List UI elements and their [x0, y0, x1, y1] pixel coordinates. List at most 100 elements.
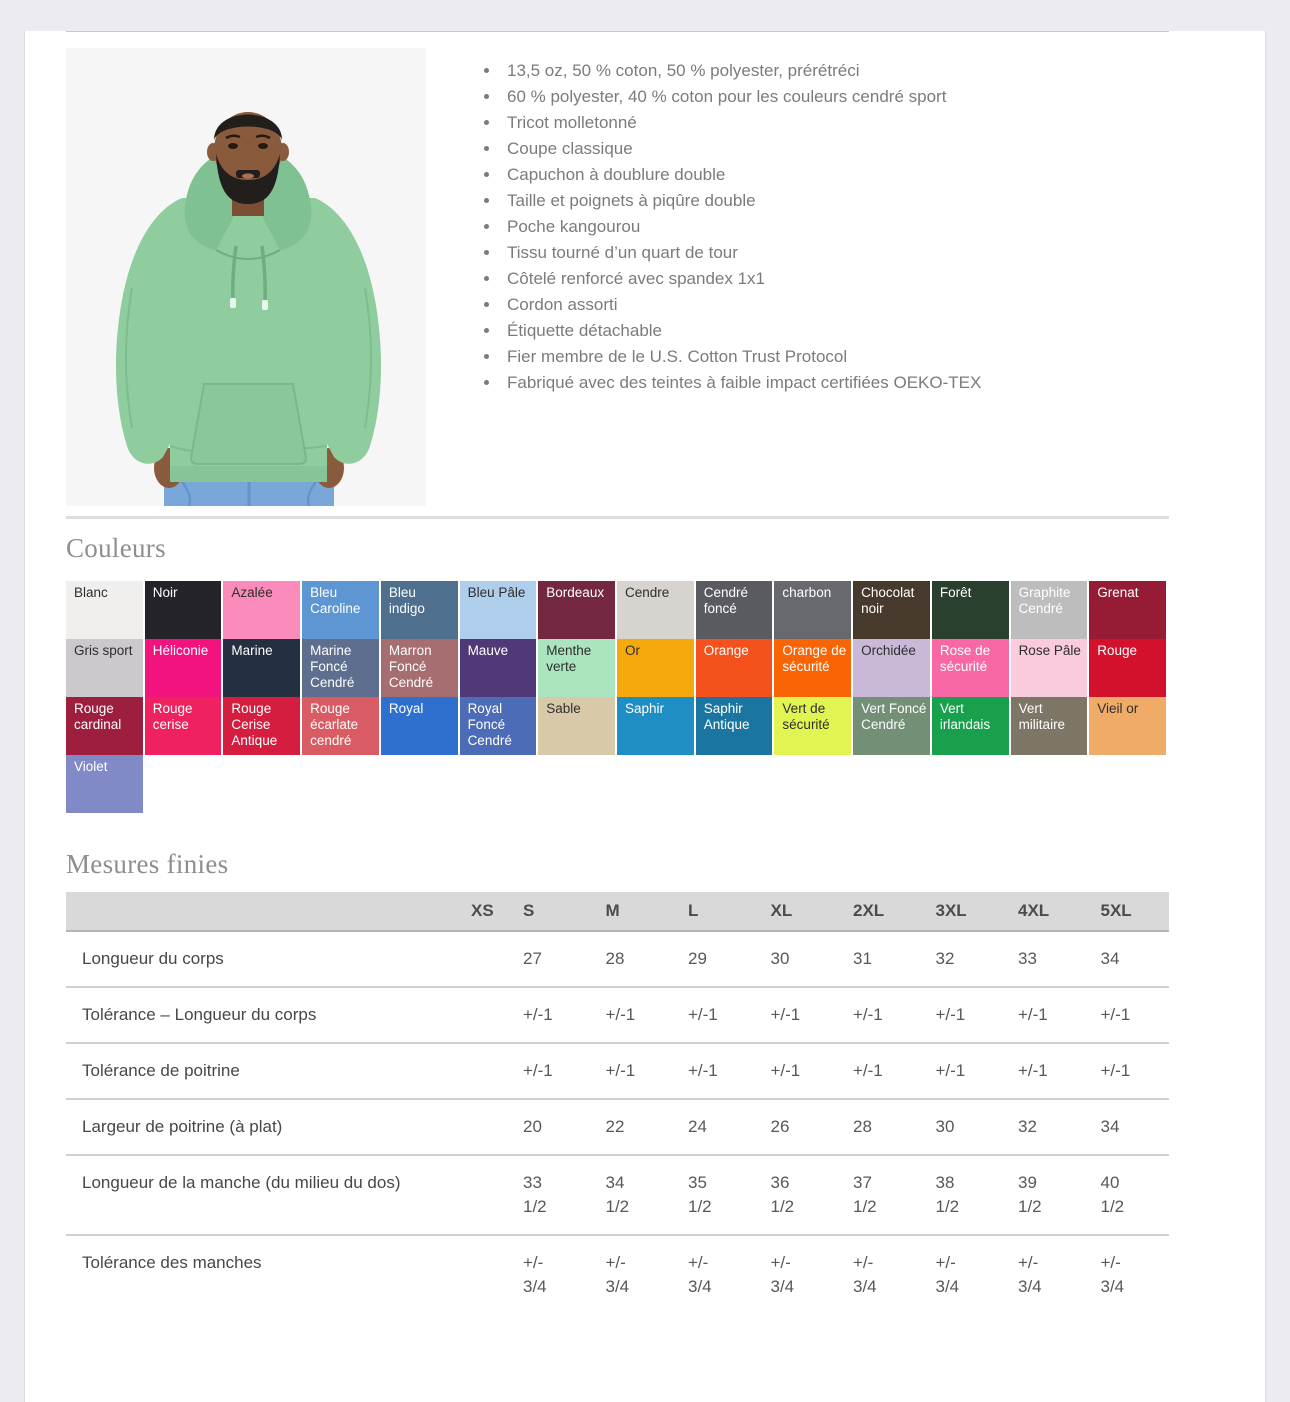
table-row: Tolérance des manches +/- 3/4 +/- 3/4 +/- 3…	[66, 1236, 1169, 1314]
color-swatch-grid: Blanc Noir Azalée Bleu Caroline Bleu indigo B…	[66, 581, 1166, 813]
size-header: 3XL	[935, 901, 967, 920]
measure-cell: +/-1	[523, 1061, 553, 1080]
color-swatch: Menthe verte	[538, 639, 615, 697]
measure-cell: +/- 3/4	[688, 1253, 712, 1296]
size-header: L	[688, 901, 699, 920]
measure-cell: 28	[853, 1117, 872, 1136]
measure-cell: +/- 3/4	[1018, 1253, 1042, 1296]
measure-cell: 31	[853, 949, 872, 968]
measure-cell: 33	[1018, 949, 1037, 968]
hoodie-illustration	[115, 198, 382, 482]
row-label: Longueur de la manche (du milieu du dos)	[82, 1173, 401, 1192]
feature-list: 13,5 oz, 50 % coton, 50 % polyester, pré…	[480, 58, 981, 506]
measure-cell: 33 1/2	[523, 1173, 547, 1216]
measure-cell: 37 1/2	[853, 1173, 877, 1216]
color-swatch: Chocolat noir	[853, 581, 930, 639]
measure-cell: 34 1/2	[605, 1173, 630, 1216]
color-swatch: Rouge écarlate cendré	[302, 697, 379, 755]
measures-heading: Mesures finies	[66, 849, 229, 879]
measure-cell: 22	[605, 1117, 625, 1136]
product-overview-section: 13,5 oz, 50 % coton, 50 % polyester, pré…	[66, 48, 1265, 506]
color-swatch: Mauve	[459, 639, 537, 697]
measure-cell: 34	[1100, 1117, 1120, 1136]
color-swatch: Rouge cerise	[144, 697, 222, 755]
color-swatch: Rouge cardinal	[66, 697, 143, 755]
color-swatch: Saphir Antique	[695, 697, 773, 755]
measure-cell: +/-1	[1100, 1005, 1131, 1024]
color-swatch: Orchidée	[853, 639, 930, 697]
table-row: Largeur de poitrine (à plat) 20 22 24 26 28 30…	[66, 1100, 1169, 1156]
color-swatch: Cendre	[617, 581, 694, 639]
feature-item: Poche kangourou	[501, 214, 981, 240]
measure-cell: +/- 3/4	[1100, 1253, 1125, 1296]
table-row: Longueur de la manche (du milieu du dos)…	[66, 1156, 1169, 1236]
size-header: XL	[770, 901, 793, 920]
top-divider	[66, 31, 1169, 32]
measurements-table: XS S M L XL 2XL 3XL 4XL 5XL Longueur du corps 27 2…	[66, 892, 1169, 1314]
measure-cell: 20	[523, 1117, 542, 1136]
color-swatch: Rose Pâle	[1010, 639, 1088, 697]
feature-item: Tricot molletonné	[501, 110, 981, 136]
color-swatch: Blanc	[66, 581, 143, 639]
color-swatch: charbon	[774, 581, 852, 639]
color-swatch: Azalée	[223, 581, 301, 639]
color-swatch: Grenat	[1089, 581, 1166, 639]
measure-cell: 39 1/2	[1018, 1173, 1042, 1216]
feature-item: Capuchon à doublure double	[501, 162, 981, 188]
color-swatch: Royal	[380, 697, 458, 755]
color-swatch: Vert Foncé Cendré	[853, 697, 930, 755]
row-label: Tolérance – Longueur du corps	[82, 1005, 317, 1024]
row-label: Tolérance de poitrine	[82, 1061, 240, 1080]
measure-cell: 38 1/2	[935, 1173, 960, 1216]
color-swatch: Vert de sécurité	[774, 697, 852, 755]
colors-heading: Couleurs	[66, 533, 166, 563]
product-spec-page: 13,5 oz, 50 % coton, 50 % polyester, pré…	[24, 31, 1266, 1402]
table-row: Longueur du corps 27 28 29 30 31 32 33 34	[66, 932, 1169, 988]
color-swatch: Violet	[66, 755, 143, 813]
person-head	[207, 112, 289, 216]
color-swatch: Marine Foncé Cendré	[302, 639, 379, 697]
measure-cell: +/-1	[935, 1005, 966, 1024]
color-swatch: Saphir	[617, 697, 694, 755]
color-swatch: Marron Foncé Cendré	[380, 639, 458, 697]
measure-cell: 32	[935, 949, 955, 968]
color-swatch: Bordeaux	[538, 581, 615, 639]
color-swatch: Orange de sécurité	[774, 639, 852, 697]
size-header: S	[523, 901, 535, 920]
feature-item: Taille et poignets à piqûre double	[501, 188, 981, 214]
color-swatch: Bleu Caroline	[302, 581, 379, 639]
color-swatch: Bleu indigo	[380, 581, 458, 639]
measure-cell: +/-1	[770, 1005, 801, 1024]
feature-item: Cordon assorti	[501, 292, 981, 318]
color-swatch: Forêt	[931, 581, 1009, 639]
table-row: Tolérance – Longueur du corps +/-1 +/-1 +/-…	[66, 988, 1169, 1044]
color-swatch: Rose de sécurité	[931, 639, 1009, 697]
measure-cell: +/-1	[523, 1005, 553, 1024]
measure-cell: +/-1	[688, 1061, 718, 1080]
measure-cell: 29	[688, 949, 707, 968]
table-row: Tolérance de poitrine +/-1 +/-1 +/-1 +/-1 +/-…	[66, 1044, 1169, 1100]
product-photo	[66, 48, 426, 506]
color-swatch: Héliconie	[144, 639, 222, 697]
measure-cell: +/-1	[688, 1005, 718, 1024]
color-swatch: Vert militaire	[1010, 697, 1088, 755]
size-header: 2XL	[853, 901, 885, 920]
measure-cell: +/-1	[1018, 1061, 1048, 1080]
measure-cell: +/-1	[935, 1061, 966, 1080]
measure-cell: +/- 3/4	[853, 1253, 877, 1296]
measure-cell: +/- 3/4	[523, 1253, 547, 1296]
kangaroo-pocket	[189, 383, 308, 465]
color-swatch: Or	[617, 639, 694, 697]
color-swatch: Rouge Cerise Antique	[223, 697, 301, 755]
feature-item: 13,5 oz, 50 % coton, 50 % polyester, pré…	[501, 58, 981, 84]
measure-cell: 32	[1018, 1117, 1037, 1136]
feature-item: 60 % polyester, 40 % coton pour les coul…	[501, 84, 981, 110]
measure-cell: 35 1/2	[688, 1173, 712, 1216]
measure-cell: 27	[523, 949, 542, 968]
product-image	[66, 48, 426, 506]
feature-item: Coupe classique	[501, 136, 981, 162]
color-swatch: Royal Foncé Cendré	[459, 697, 537, 755]
measure-cell: +/- 3/4	[935, 1253, 960, 1296]
measure-cell: +/-1	[853, 1005, 883, 1024]
